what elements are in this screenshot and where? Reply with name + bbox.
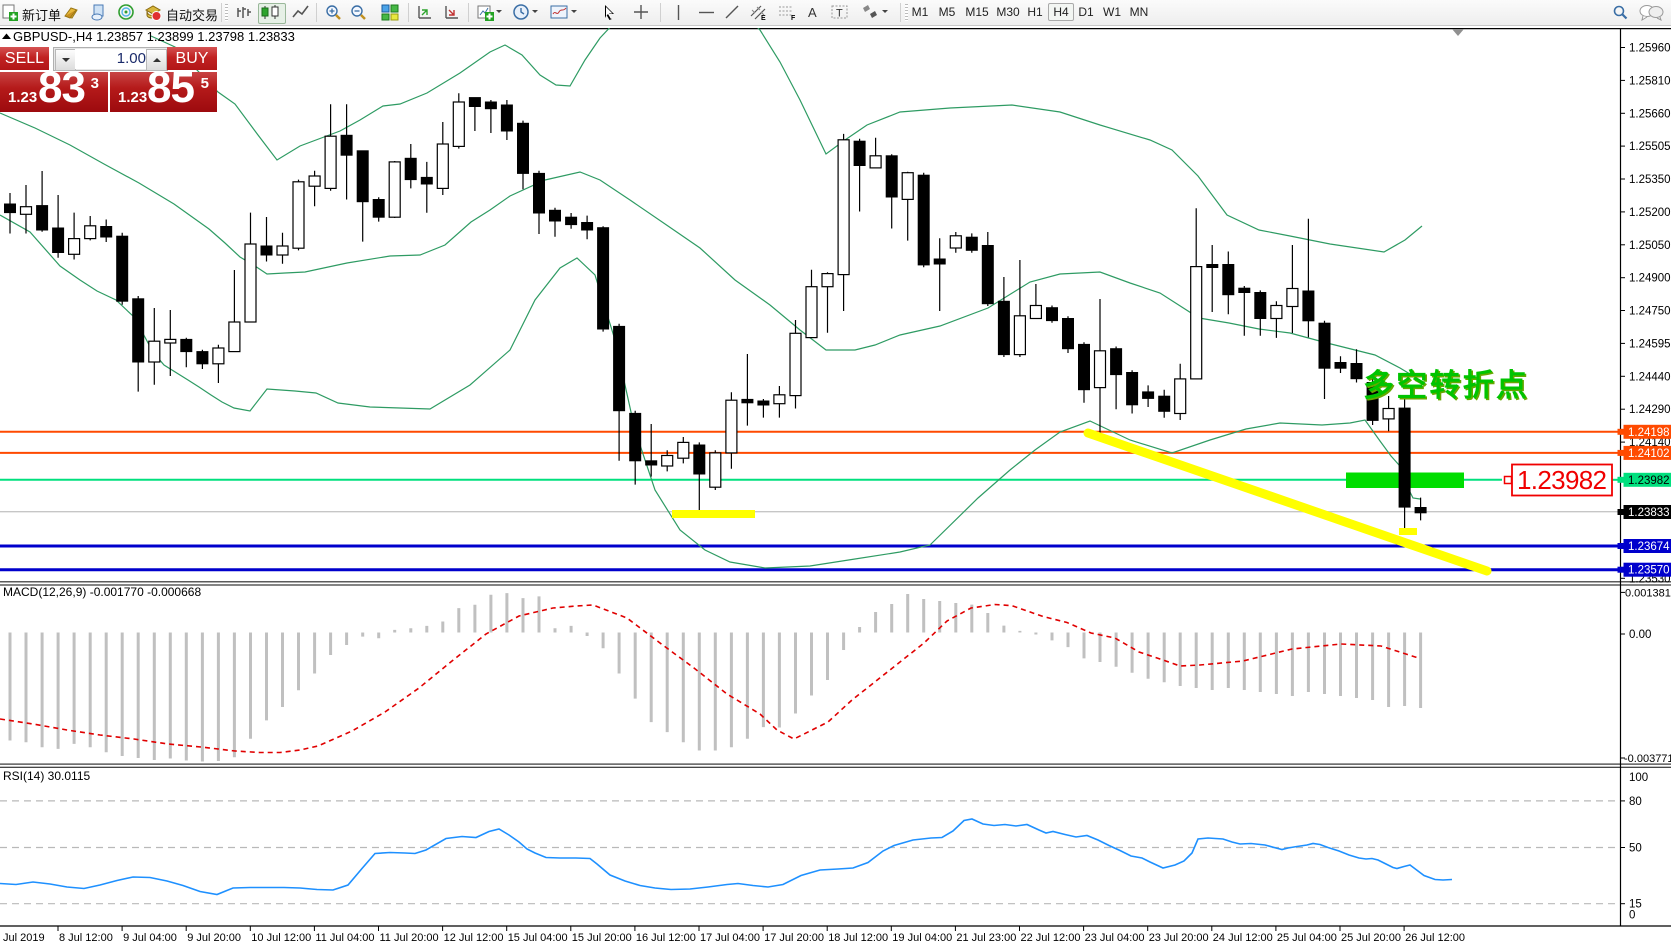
svg-text:1.24595: 1.24595 xyxy=(1629,338,1671,350)
svg-text:1.24900: 1.24900 xyxy=(1629,273,1671,285)
svg-text:12 Jul 12:00: 12 Jul 12:00 xyxy=(444,932,504,944)
svg-text:1.25960: 1.25960 xyxy=(1629,43,1671,55)
svg-text:0.001381: 0.001381 xyxy=(1625,587,1671,599)
svg-text:A: A xyxy=(808,5,817,20)
svg-text:9 Jul 20:00: 9 Jul 20:00 xyxy=(187,932,241,944)
svg-text:17 Jul 20:00: 17 Jul 20:00 xyxy=(764,932,824,944)
svg-text:1.23570: 1.23570 xyxy=(1628,565,1670,577)
svg-text:T: T xyxy=(836,8,843,20)
svg-text:1.23982: 1.23982 xyxy=(1628,475,1670,487)
svg-text:80: 80 xyxy=(1629,796,1642,808)
svg-text:18 Jul 12:00: 18 Jul 12:00 xyxy=(828,932,888,944)
svg-text:23 Jul 04:00: 23 Jul 04:00 xyxy=(1085,932,1145,944)
svg-text:1.25810: 1.25810 xyxy=(1629,75,1671,87)
svg-text:15 Jul 20:00: 15 Jul 20:00 xyxy=(572,932,632,944)
svg-text:E: E xyxy=(761,15,766,21)
svg-text:16 Jul 12:00: 16 Jul 12:00 xyxy=(636,932,696,944)
svg-text:1.25660: 1.25660 xyxy=(1629,108,1671,120)
svg-text:24 Jul 12:00: 24 Jul 12:00 xyxy=(1213,932,1273,944)
svg-text:0: 0 xyxy=(1629,910,1635,922)
svg-text:19 Jul 04:00: 19 Jul 04:00 xyxy=(892,932,952,944)
svg-text:1.23674: 1.23674 xyxy=(1628,541,1670,553)
svg-text:1.23833: 1.23833 xyxy=(1628,507,1670,519)
svg-text:25 Jul 04:00: 25 Jul 04:00 xyxy=(1277,932,1337,944)
svg-text:10 Jul 12:00: 10 Jul 12:00 xyxy=(251,932,311,944)
svg-text:15: 15 xyxy=(1629,899,1642,911)
svg-text:F: F xyxy=(791,15,796,21)
svg-text:1.23982: 1.23982 xyxy=(1517,465,1607,495)
svg-text:1.24750: 1.24750 xyxy=(1629,306,1671,318)
svg-text:50: 50 xyxy=(1629,843,1642,855)
svg-text:11 Jul 04:00: 11 Jul 04:00 xyxy=(315,932,374,944)
svg-text:25 Jul 20:00: 25 Jul 20:00 xyxy=(1341,932,1401,944)
svg-text:1.24198: 1.24198 xyxy=(1628,427,1670,439)
svg-text:1.25050: 1.25050 xyxy=(1629,240,1671,252)
svg-text:1.25505: 1.25505 xyxy=(1629,141,1671,153)
svg-text:MACD(12,26,9) -0.001770 -0.000: MACD(12,26,9) -0.001770 -0.000668 xyxy=(3,585,201,599)
svg-text:1.25350: 1.25350 xyxy=(1629,174,1671,186)
svg-text:Jul 2019: Jul 2019 xyxy=(3,932,45,944)
svg-text:1.25200: 1.25200 xyxy=(1629,207,1671,219)
svg-text:100: 100 xyxy=(1629,772,1648,784)
svg-text:23 Jul 20:00: 23 Jul 20:00 xyxy=(1149,932,1209,944)
svg-text:21 Jul 23:00: 21 Jul 23:00 xyxy=(956,932,1016,944)
svg-text:多空转折点: 多空转折点 xyxy=(1363,368,1527,403)
svg-text:RSI(14) 30.0115: RSI(14) 30.0115 xyxy=(3,769,90,783)
svg-text:GBPUSD-,H4 1.23857 1.23899 1.: GBPUSD-,H4 1.23857 1.23899 1.23798 1.238… xyxy=(13,29,295,44)
svg-text:8 Jul 12:00: 8 Jul 12:00 xyxy=(59,932,113,944)
svg-text:22 Jul 12:00: 22 Jul 12:00 xyxy=(1021,932,1081,944)
svg-text:-0.003771: -0.003771 xyxy=(1624,753,1671,765)
svg-text:1.24290: 1.24290 xyxy=(1629,404,1671,416)
svg-text:11 Jul 20:00: 11 Jul 20:00 xyxy=(380,932,439,944)
svg-text:0.00: 0.00 xyxy=(1629,629,1651,641)
svg-text:1.24440: 1.24440 xyxy=(1629,371,1671,383)
svg-text:9 Jul 04:00: 9 Jul 04:00 xyxy=(123,932,177,944)
svg-text:26 Jul 12:00: 26 Jul 12:00 xyxy=(1405,932,1465,944)
svg-text:15 Jul 04:00: 15 Jul 04:00 xyxy=(508,932,568,944)
svg-text:1.24102: 1.24102 xyxy=(1628,448,1670,460)
svg-text:17 Jul 04:00: 17 Jul 04:00 xyxy=(700,932,760,944)
